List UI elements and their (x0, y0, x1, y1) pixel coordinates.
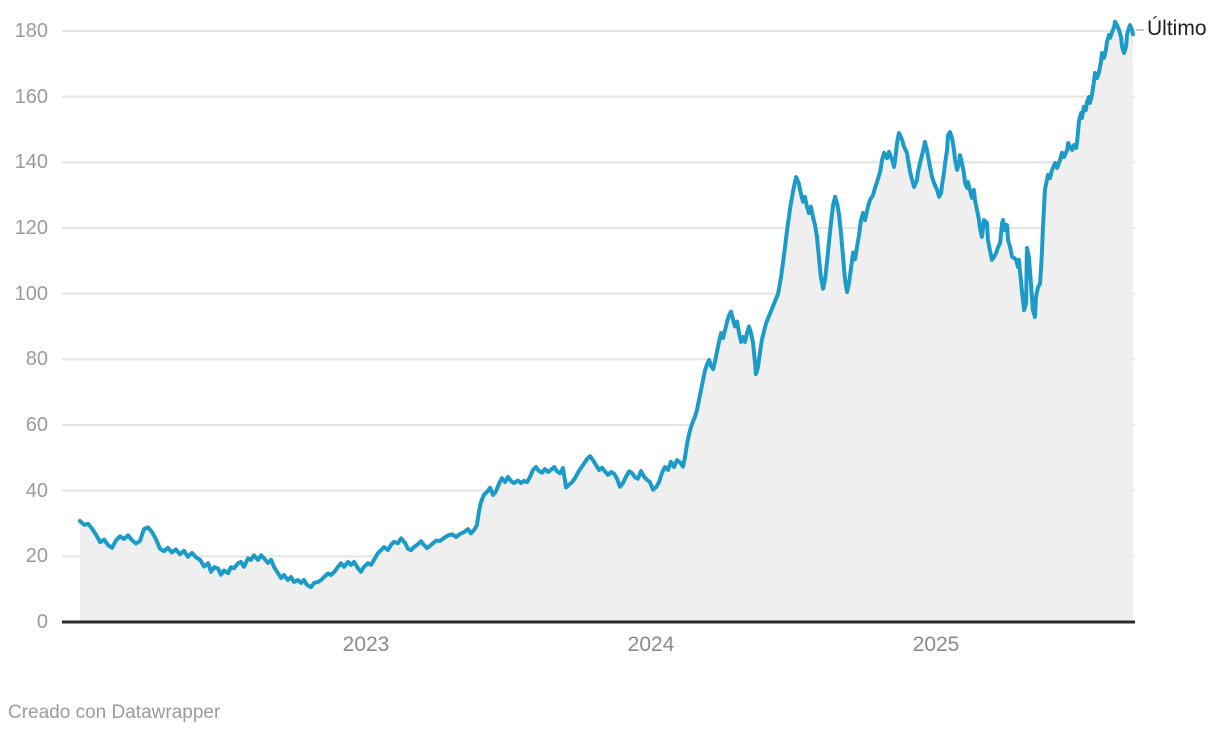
x-axis-year-label: 2023 (342, 633, 390, 656)
y-axis-tick-label: 40 (25, 479, 48, 502)
price-area (79, 21, 1133, 621)
y-axis-tick-label: 120 (14, 217, 48, 239)
y-axis-tick-label: 20 (25, 545, 48, 568)
y-axis-tick-label: 0 (36, 611, 48, 633)
y-axis-tick-label: 80 (25, 348, 48, 371)
price-chart-svg (62, 19, 1144, 624)
y-axis-tick-label: 160 (14, 85, 48, 108)
x-axis-year-label: 2025 (912, 633, 960, 656)
datawrapper-attribution[interactable]: Creado con Datawrapper (8, 702, 221, 723)
y-axis-tick-label: 180 (14, 20, 48, 42)
y-axis-tick-label: 100 (14, 282, 48, 305)
y-axis-tick-label: 60 (25, 414, 48, 436)
price-line (77, 19, 1135, 590)
x-axis-year-label: 2024 (627, 633, 675, 656)
last-value-label: Último (1147, 17, 1207, 40)
y-axis-tick-label: 140 (14, 151, 48, 174)
